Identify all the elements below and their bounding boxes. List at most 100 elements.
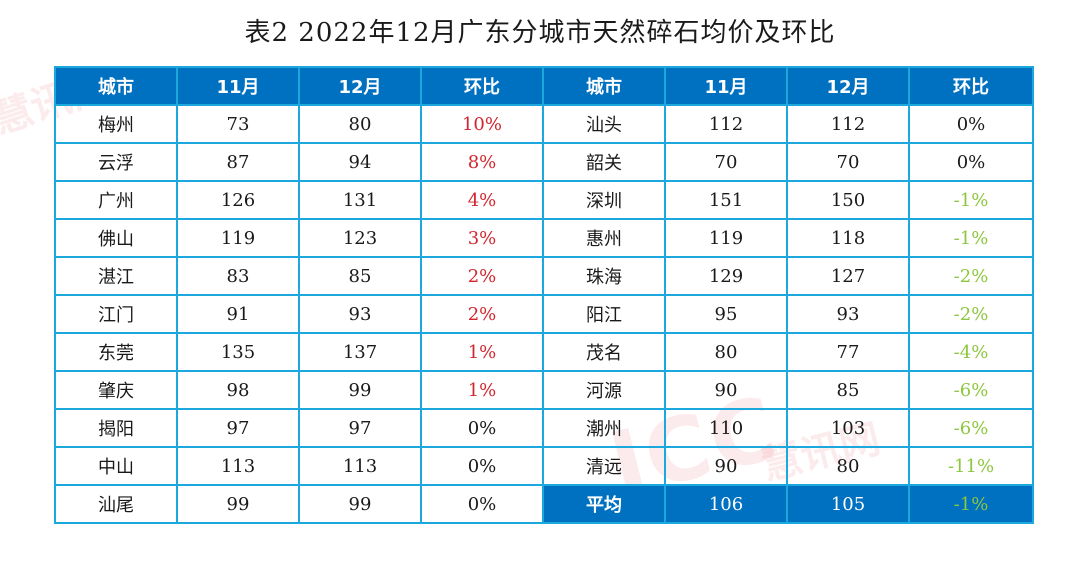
table-row: 湛江 83 85 2% 珠海 129 127 -2% xyxy=(54,256,1034,296)
dec-cell: 85 xyxy=(786,370,910,410)
mom-cell: 1% xyxy=(420,370,544,410)
header-dec-left: 12月 xyxy=(298,66,422,106)
city-cell: 揭阳 xyxy=(54,408,178,448)
header-city-left: 城市 xyxy=(54,66,178,106)
city-cell: 汕尾 xyxy=(54,484,178,524)
average-label: 平均 xyxy=(542,484,666,524)
table-row: 江门 91 93 2% 阳江 95 93 -2% xyxy=(54,294,1034,334)
city-cell: 清远 xyxy=(542,446,666,486)
city-cell: 梅州 xyxy=(54,104,178,144)
header-row: 城市 11月 12月 环比 城市 11月 12月 环比 xyxy=(54,66,1034,106)
mom-cell: 0% xyxy=(420,484,544,524)
mom-cell: 10% xyxy=(420,104,544,144)
table-row: 肇庆 98 99 1% 河源 90 85 -6% xyxy=(54,370,1034,410)
table-row: 梅州 73 80 10% 汕头 112 112 0% xyxy=(54,104,1034,144)
table-row: 汕尾 99 99 0% 平均 106 105 -1% xyxy=(54,484,1034,524)
dec-cell: 113 xyxy=(298,446,422,486)
city-cell: 潮州 xyxy=(542,408,666,448)
dec-cell: 70 xyxy=(786,142,910,182)
mom-cell: -4% xyxy=(908,332,1034,372)
average-dec: 105 xyxy=(786,484,910,524)
city-cell: 云浮 xyxy=(54,142,178,182)
nov-cell: 70 xyxy=(664,142,788,182)
table-row: 揭阳 97 97 0% 潮州 110 103 -6% xyxy=(54,408,1034,448)
price-table: 城市 11月 12月 环比 城市 11月 12月 环比 梅州 73 80 10% 汕头 1… xyxy=(54,66,1034,524)
nov-cell: 98 xyxy=(176,370,300,410)
mom-cell: 0% xyxy=(420,408,544,448)
nov-cell: 135 xyxy=(176,332,300,372)
dec-cell: 131 xyxy=(298,180,422,220)
nov-cell: 87 xyxy=(176,142,300,182)
mom-cell: 0% xyxy=(420,446,544,486)
nov-cell: 113 xyxy=(176,446,300,486)
dec-cell: 112 xyxy=(786,104,910,144)
mom-cell: 8% xyxy=(420,142,544,182)
header-nov-right: 11月 xyxy=(664,66,788,106)
city-cell: 汕头 xyxy=(542,104,666,144)
dec-cell: 80 xyxy=(298,104,422,144)
mom-cell: 1% xyxy=(420,332,544,372)
dec-cell: 123 xyxy=(298,218,422,258)
mom-cell: 2% xyxy=(420,256,544,296)
nov-cell: 97 xyxy=(176,408,300,448)
table-row: 中山 113 113 0% 清远 90 80 -11% xyxy=(54,446,1034,486)
mom-cell: -11% xyxy=(908,446,1034,486)
mom-cell: 0% xyxy=(908,142,1034,182)
header-mom-left: 环比 xyxy=(420,66,544,106)
mom-cell: -6% xyxy=(908,408,1034,448)
average-mom: -1% xyxy=(908,484,1034,524)
mom-cell: -1% xyxy=(908,180,1034,220)
nov-cell: 126 xyxy=(176,180,300,220)
table-title: 表2 2022年12月广东分城市天然碎石均价及环比 xyxy=(244,18,836,48)
city-cell: 中山 xyxy=(54,446,178,486)
mom-cell: 3% xyxy=(420,218,544,258)
dec-cell: 93 xyxy=(298,294,422,334)
dec-cell: 118 xyxy=(786,218,910,258)
nov-cell: 91 xyxy=(176,294,300,334)
mom-cell: 2% xyxy=(420,294,544,334)
dec-cell: 137 xyxy=(298,332,422,372)
nov-cell: 99 xyxy=(176,484,300,524)
nov-cell: 90 xyxy=(664,370,788,410)
city-cell: 河源 xyxy=(542,370,666,410)
city-cell: 深圳 xyxy=(542,180,666,220)
nov-cell: 151 xyxy=(664,180,788,220)
city-cell: 佛山 xyxy=(54,218,178,258)
nov-cell: 119 xyxy=(176,218,300,258)
city-cell: 江门 xyxy=(54,294,178,334)
dec-cell: 93 xyxy=(786,294,910,334)
city-cell: 茂名 xyxy=(542,332,666,372)
mom-cell: 4% xyxy=(420,180,544,220)
table-row: 云浮 87 94 8% 韶关 70 70 0% xyxy=(54,142,1034,182)
dec-cell: 99 xyxy=(298,484,422,524)
header-dec-right: 12月 xyxy=(786,66,910,106)
header-city-right: 城市 xyxy=(542,66,666,106)
city-cell: 惠州 xyxy=(542,218,666,258)
dec-cell: 85 xyxy=(298,256,422,296)
table-row: 广州 126 131 4% 深圳 151 150 -1% xyxy=(54,180,1034,220)
nov-cell: 83 xyxy=(176,256,300,296)
dec-cell: 77 xyxy=(786,332,910,372)
city-cell: 广州 xyxy=(54,180,178,220)
city-cell: 东莞 xyxy=(54,332,178,372)
mom-cell: 0% xyxy=(908,104,1034,144)
dec-cell: 99 xyxy=(298,370,422,410)
city-cell: 珠海 xyxy=(542,256,666,296)
dec-cell: 94 xyxy=(298,142,422,182)
dec-cell: 127 xyxy=(786,256,910,296)
dec-cell: 80 xyxy=(786,446,910,486)
table-row: 东莞 135 137 1% 茂名 80 77 -4% xyxy=(54,332,1034,372)
mom-cell: -2% xyxy=(908,294,1034,334)
table-row: 佛山 119 123 3% 惠州 119 118 -1% xyxy=(54,218,1034,258)
nov-cell: 112 xyxy=(664,104,788,144)
nov-cell: 129 xyxy=(664,256,788,296)
nov-cell: 95 xyxy=(664,294,788,334)
dec-cell: 150 xyxy=(786,180,910,220)
average-nov: 106 xyxy=(664,484,788,524)
header-mom-right: 环比 xyxy=(908,66,1034,106)
nov-cell: 90 xyxy=(664,446,788,486)
mom-cell: -6% xyxy=(908,370,1034,410)
nov-cell: 80 xyxy=(664,332,788,372)
city-cell: 湛江 xyxy=(54,256,178,296)
nov-cell: 119 xyxy=(664,218,788,258)
